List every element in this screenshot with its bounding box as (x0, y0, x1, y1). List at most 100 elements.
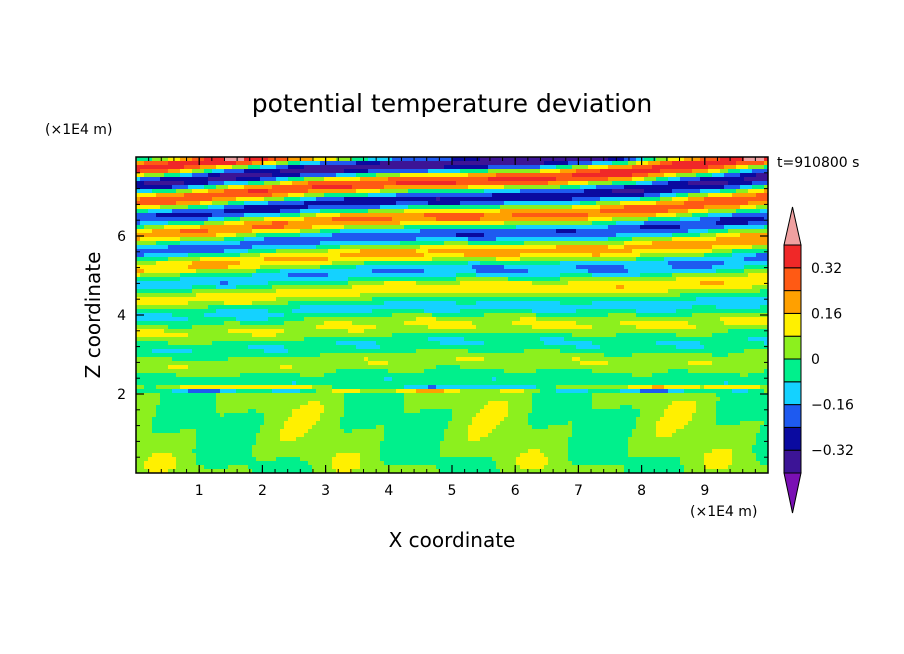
field-cell (500, 169, 505, 174)
field-cell (652, 161, 657, 166)
field-cell (520, 217, 525, 222)
field-cell (392, 225, 397, 230)
field-cell (176, 281, 181, 286)
field-cell (192, 225, 197, 230)
field-cell (304, 261, 309, 266)
field-cell (216, 173, 221, 178)
field-cell (636, 237, 641, 242)
field-cell (376, 237, 381, 242)
field-cell (616, 217, 621, 222)
field-cell (264, 185, 269, 190)
field-cell (748, 217, 753, 222)
field-cell (612, 157, 617, 162)
field-cell (688, 189, 693, 194)
field-cell (748, 233, 753, 238)
field-cell (636, 233, 641, 238)
field-cell (292, 229, 297, 234)
field-cell (596, 245, 601, 250)
field-cell (200, 241, 205, 246)
field-cell (752, 277, 757, 282)
field-cell (624, 257, 629, 262)
field-cell (220, 257, 225, 262)
field-cell (320, 201, 325, 206)
field-cell (756, 221, 761, 226)
field-cell (504, 257, 509, 262)
field-cell (684, 169, 689, 174)
field-cell (264, 177, 269, 182)
field-cell (352, 177, 357, 182)
field-cell (284, 157, 289, 162)
field-cell (164, 273, 169, 278)
field-cell (192, 237, 197, 242)
field-cell (436, 169, 441, 174)
field-cell (380, 165, 385, 170)
field-cell (560, 193, 565, 198)
field-cell (580, 217, 585, 222)
field-cell (484, 273, 489, 278)
field-cell (724, 169, 729, 174)
field-cell (160, 229, 165, 234)
field-cell (292, 201, 297, 206)
field-cell (644, 237, 649, 242)
field-cell (408, 205, 413, 210)
field-cell (624, 277, 629, 282)
field-cell (532, 273, 537, 278)
field-cell (192, 165, 197, 170)
field-cell (236, 277, 241, 282)
field-cell (500, 205, 505, 210)
field-cell (144, 245, 149, 250)
field-cell (484, 197, 489, 202)
field-cell (416, 225, 421, 230)
field-cell (208, 237, 213, 242)
field-cell (640, 169, 645, 174)
field-cell (532, 213, 537, 218)
field-cell (600, 169, 605, 174)
field-cell (504, 165, 509, 170)
field-cell (644, 197, 649, 202)
field-cell (544, 173, 549, 178)
field-cell (296, 169, 301, 174)
field-cell (620, 277, 625, 282)
field-cell (716, 165, 721, 170)
field-cell (624, 273, 629, 278)
field-cell (172, 189, 177, 194)
field-cell (588, 161, 593, 166)
field-cell (288, 241, 293, 246)
field-cell (268, 225, 273, 230)
field-cell (280, 189, 285, 194)
field-cell (708, 161, 713, 166)
field-cell (636, 189, 641, 194)
field-cell (476, 269, 481, 274)
field-cell (340, 281, 345, 286)
field-cell (352, 189, 357, 194)
field-cell (424, 237, 429, 242)
field-cell (500, 201, 505, 206)
field-cell (612, 205, 617, 210)
field-cell (224, 241, 229, 246)
field-cell (616, 253, 621, 258)
field-cell (476, 201, 481, 206)
field-cell (316, 273, 321, 278)
field-cell (408, 213, 413, 218)
field-cell (644, 185, 649, 190)
field-cell (300, 205, 305, 210)
field-cell (336, 193, 341, 198)
field-cell (344, 213, 349, 218)
field-cell (688, 241, 693, 246)
field-cell (208, 257, 213, 262)
field-cell (636, 253, 641, 258)
field-cell (568, 197, 573, 202)
field-cell (480, 241, 485, 246)
field-cell (484, 213, 489, 218)
field-cell (468, 237, 473, 242)
field-cell (180, 197, 185, 202)
field-cell (496, 249, 501, 254)
field-cell (328, 185, 333, 190)
field-cell (668, 229, 673, 234)
field-cell (588, 225, 593, 230)
field-cell (580, 277, 585, 282)
field-cell (172, 233, 177, 238)
field-cell (428, 253, 433, 258)
field-cell (448, 233, 453, 238)
field-cell (740, 265, 745, 270)
